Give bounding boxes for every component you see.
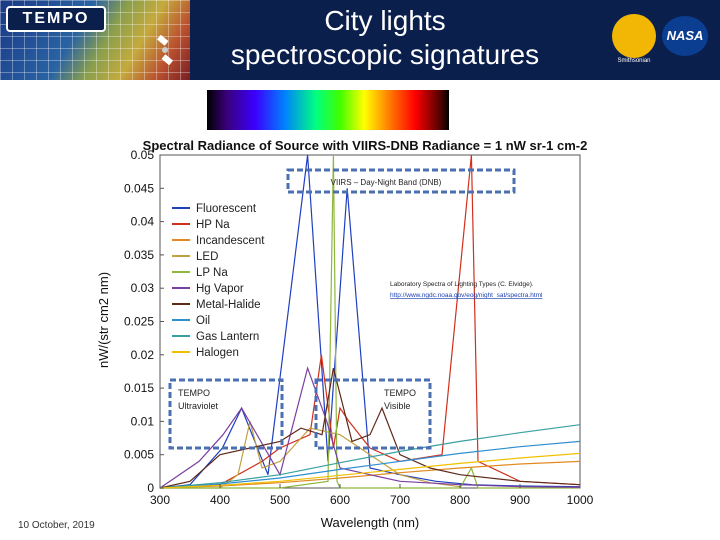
x-tick-label: 400: [210, 493, 230, 507]
legend-entry: Halogen: [196, 347, 239, 359]
nasa-logo: NASA: [662, 16, 708, 56]
legend-entry: Incandescent: [196, 235, 265, 247]
series-line-metal-halide: [159, 367, 581, 489]
title-line-2: spectroscopic signatures: [230, 39, 540, 70]
y-tick-label: 0.045: [124, 181, 154, 195]
lab-spectra-label: Laboratory Spectra of Lighting Types (C.…: [390, 281, 534, 288]
y-tick-label: 0.025: [124, 315, 154, 329]
y-tick-label: 0.05: [131, 148, 155, 162]
y-tick-label: 0.03: [131, 281, 155, 295]
y-tick-label: 0.005: [124, 448, 154, 462]
tempo-uv-label-1: TEMPO: [178, 388, 210, 398]
series-line-halogen: [159, 452, 581, 489]
series-line-oil: [159, 440, 581, 489]
viirs-box: [286, 168, 516, 194]
tempo-uv-box: [168, 378, 284, 450]
series-line-led: [160, 421, 461, 489]
tempo-uv-label-2: Ultraviolet: [178, 401, 219, 411]
x-tick-label: 800: [450, 493, 470, 507]
x-tick-label: 1000: [567, 493, 594, 507]
y-tick-label: 0: [147, 481, 154, 495]
legend-entry: Gas Lantern: [196, 331, 259, 343]
tempo-visible-box: [314, 378, 432, 450]
series-line-fluorescent: [159, 154, 581, 489]
legend-entry: Metal-Halide: [196, 299, 261, 311]
y-tick-label: 0.015: [124, 381, 154, 395]
tempo-visible-label-2: Visible: [384, 401, 410, 411]
x-tick-label: 500: [270, 493, 290, 507]
chart-title: Spectral Radiance of Source with VIIRS-D…: [143, 138, 588, 153]
series-line-hp-na: [159, 154, 581, 489]
legend-entry: HP Na: [196, 219, 230, 231]
x-tick-label: 700: [390, 493, 410, 507]
y-tick-label: 0.035: [124, 248, 154, 262]
y-axis-label: nW/(str cm2 nm): [96, 272, 111, 368]
x-axis-label: Wavelength (nm): [321, 515, 420, 530]
slide-title: City lights spectroscopic signatures: [190, 4, 580, 72]
legend-entry: LP Na: [196, 267, 228, 279]
y-tick-label: 0.04: [131, 215, 155, 229]
series-line-lp-na: [160, 154, 580, 489]
series-line-gas-lantern: [159, 424, 581, 489]
legend: Fluorescent HP Na Incandescent LED LP Na Hg V…: [172, 203, 265, 359]
visible-spectrum-bar: [207, 90, 449, 130]
legend-entry: Oil: [196, 315, 210, 327]
x-tick-label: 900: [510, 493, 530, 507]
ticks-layer: 300 400 500 600 700 800 900 1000 0 0.005 0.01 0.015…: [124, 148, 594, 507]
x-tick-label: 300: [150, 493, 170, 507]
title-line-1: City lights: [324, 5, 446, 36]
legend-entry: Hg Vapor: [196, 283, 244, 295]
slide-date: 10 October, 2019: [18, 520, 95, 531]
satellite-icon: [156, 35, 174, 65]
smithsonian-sun-icon: [612, 14, 656, 58]
series-line-incandescent: [159, 460, 581, 489]
y-tick-label: 0.02: [131, 348, 155, 362]
tempo-logo: TEMPO: [6, 6, 106, 32]
legend-entry: Fluorescent: [196, 203, 257, 215]
x-tick-label: 600: [330, 493, 350, 507]
y-tick-label: 0.01: [131, 414, 155, 428]
slide-header: TEMPO City lights spectroscopic signatur…: [0, 0, 720, 80]
legend-entry: LED: [196, 251, 218, 263]
lab-spectra-link[interactable]: http://www.ngdc.noaa.gov/eog/night_sat/s…: [390, 292, 543, 299]
tempo-visible-label-1: TEMPO: [384, 388, 416, 398]
smithsonian-label: Smithsonian: [617, 58, 651, 64]
viirs-label: VIIRS – Day-Night Band (DNB): [331, 178, 442, 187]
